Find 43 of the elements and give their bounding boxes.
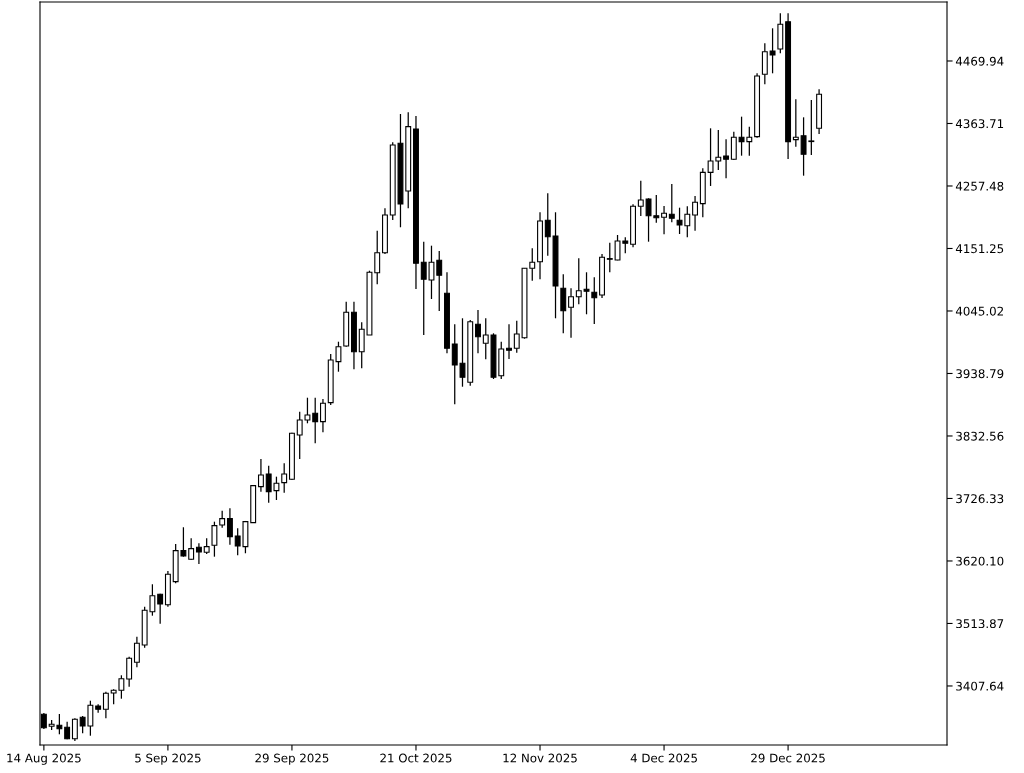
candlestick <box>761 42 768 85</box>
x-tick-label: 14 Aug 2025 <box>7 753 81 765</box>
y-tick-label: 4469.94 <box>955 56 1004 66</box>
candlestick <box>661 205 668 235</box>
y-tick-label: 3726.33 <box>956 494 1004 504</box>
candlestick <box>133 636 140 668</box>
candlestick <box>319 398 326 433</box>
y-tick-label: 3407.64 <box>956 681 1004 691</box>
candlestick <box>195 542 202 565</box>
y-tick-label: 4151.25 <box>955 244 1004 254</box>
y-tick-label: 3938.79 <box>956 369 1004 379</box>
y-tick-label: 4363.71 <box>955 119 1004 129</box>
candlestick <box>188 537 195 561</box>
candlestick <box>211 521 218 558</box>
candlestick <box>560 273 567 334</box>
candlestick <box>475 309 481 354</box>
candlestick <box>591 276 598 325</box>
candlestick <box>723 138 730 179</box>
y-tick-label: 4257.48 <box>955 181 1004 191</box>
x-tick-label: 21 Oct 2025 <box>380 753 452 763</box>
candlestick <box>692 195 699 232</box>
candlestick <box>71 717 78 742</box>
candlestick <box>157 593 164 625</box>
candlestick <box>668 183 675 223</box>
candlestick <box>257 458 264 493</box>
candlestick <box>226 507 233 546</box>
y-tick-label: 3620.10 <box>956 556 1004 566</box>
candlestick <box>126 656 133 688</box>
y-tick-label: 4045.02 <box>955 306 1003 316</box>
x-tick-label: 4 Dec 2025 <box>630 753 697 763</box>
candlestick <box>792 98 799 148</box>
candlestick <box>568 287 574 339</box>
candlestick <box>730 131 737 161</box>
x-tick-label: 29 Sep 2025 <box>255 753 329 765</box>
candlestick <box>506 323 512 360</box>
y-tick-label: 3832.56 <box>956 431 1004 441</box>
x-tick-label: 12 Nov 2025 <box>503 753 577 763</box>
x-tick-label: 29 Dec 2025 <box>751 753 825 763</box>
y-tick-label: 3513.87 <box>956 619 1004 629</box>
candlestick <box>769 27 776 74</box>
x-tick-label: 5 Sep 2025 <box>135 753 201 765</box>
candlestick <box>102 691 109 719</box>
candlestick <box>281 462 288 494</box>
